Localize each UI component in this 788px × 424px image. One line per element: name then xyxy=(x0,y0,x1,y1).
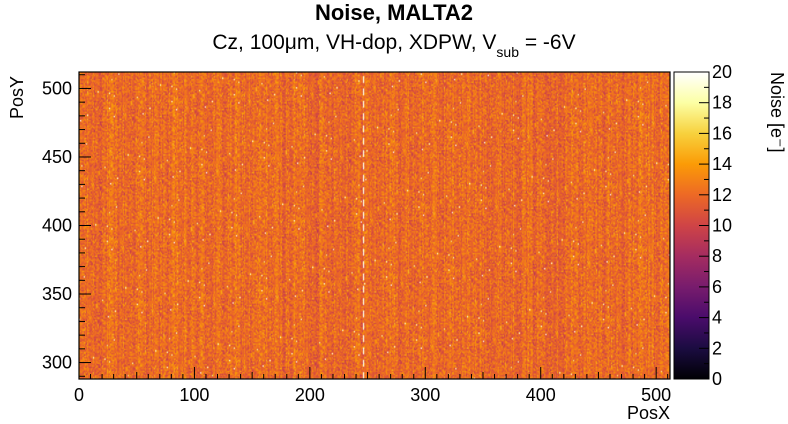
subtitle-subscript: sub xyxy=(496,44,519,60)
color-scale-tick-label: 10 xyxy=(712,216,732,236)
y-tick-label: 450 xyxy=(42,147,72,167)
x-tick-label: 300 xyxy=(410,385,440,405)
x-tick-label: 100 xyxy=(179,385,209,405)
x-tick-label: 400 xyxy=(526,385,556,405)
subtitle-suffix: = -6V xyxy=(518,31,576,54)
color-scale-tick-label: 20 xyxy=(712,62,732,82)
color-scale-tick-label: 12 xyxy=(712,185,732,205)
y-tick-label: 500 xyxy=(42,78,72,98)
color-scale-tick-label: 8 xyxy=(712,246,722,266)
color-scale-tick-label: 16 xyxy=(712,123,732,143)
color-scale-tick-label: 0 xyxy=(712,369,722,389)
color-scale-label: Noise [e⁻] xyxy=(767,72,787,153)
x-axis: 0 100 200 300 400 500 xyxy=(74,367,671,405)
x-tick-label: 0 xyxy=(74,385,84,405)
y-tick-label: 300 xyxy=(42,353,72,373)
color-scale-tick-label: 14 xyxy=(712,154,732,174)
color-scale-axis: 0 2 4 6 8 10 12 14 16 18 20 xyxy=(699,62,732,389)
color-scale-tick-label: 4 xyxy=(712,308,722,328)
y-axis-label: PosY xyxy=(7,76,27,119)
chart-title: Noise, MALTA2 xyxy=(314,0,474,25)
y-tick-label: 400 xyxy=(42,216,72,236)
heatmap-cells xyxy=(79,72,670,379)
x-tick-label: 200 xyxy=(295,385,325,405)
color-scale-tick-label: 2 xyxy=(712,338,722,358)
y-tick-label: 350 xyxy=(42,284,72,304)
x-tick-label: 500 xyxy=(641,385,671,405)
color-scale-tick-label: 6 xyxy=(712,277,722,297)
color-scale-tick-label: 18 xyxy=(712,93,732,113)
subtitle-prefix: Cz, 100μm, VH-dop, XDPW, V xyxy=(212,31,497,54)
y-axis: 300 350 400 450 500 xyxy=(42,74,91,377)
chart-subtitle: Cz, 100μm, VH-dop, XDPW, Vsub = -6V xyxy=(0,30,788,60)
x-axis-label: PosX xyxy=(627,403,670,423)
